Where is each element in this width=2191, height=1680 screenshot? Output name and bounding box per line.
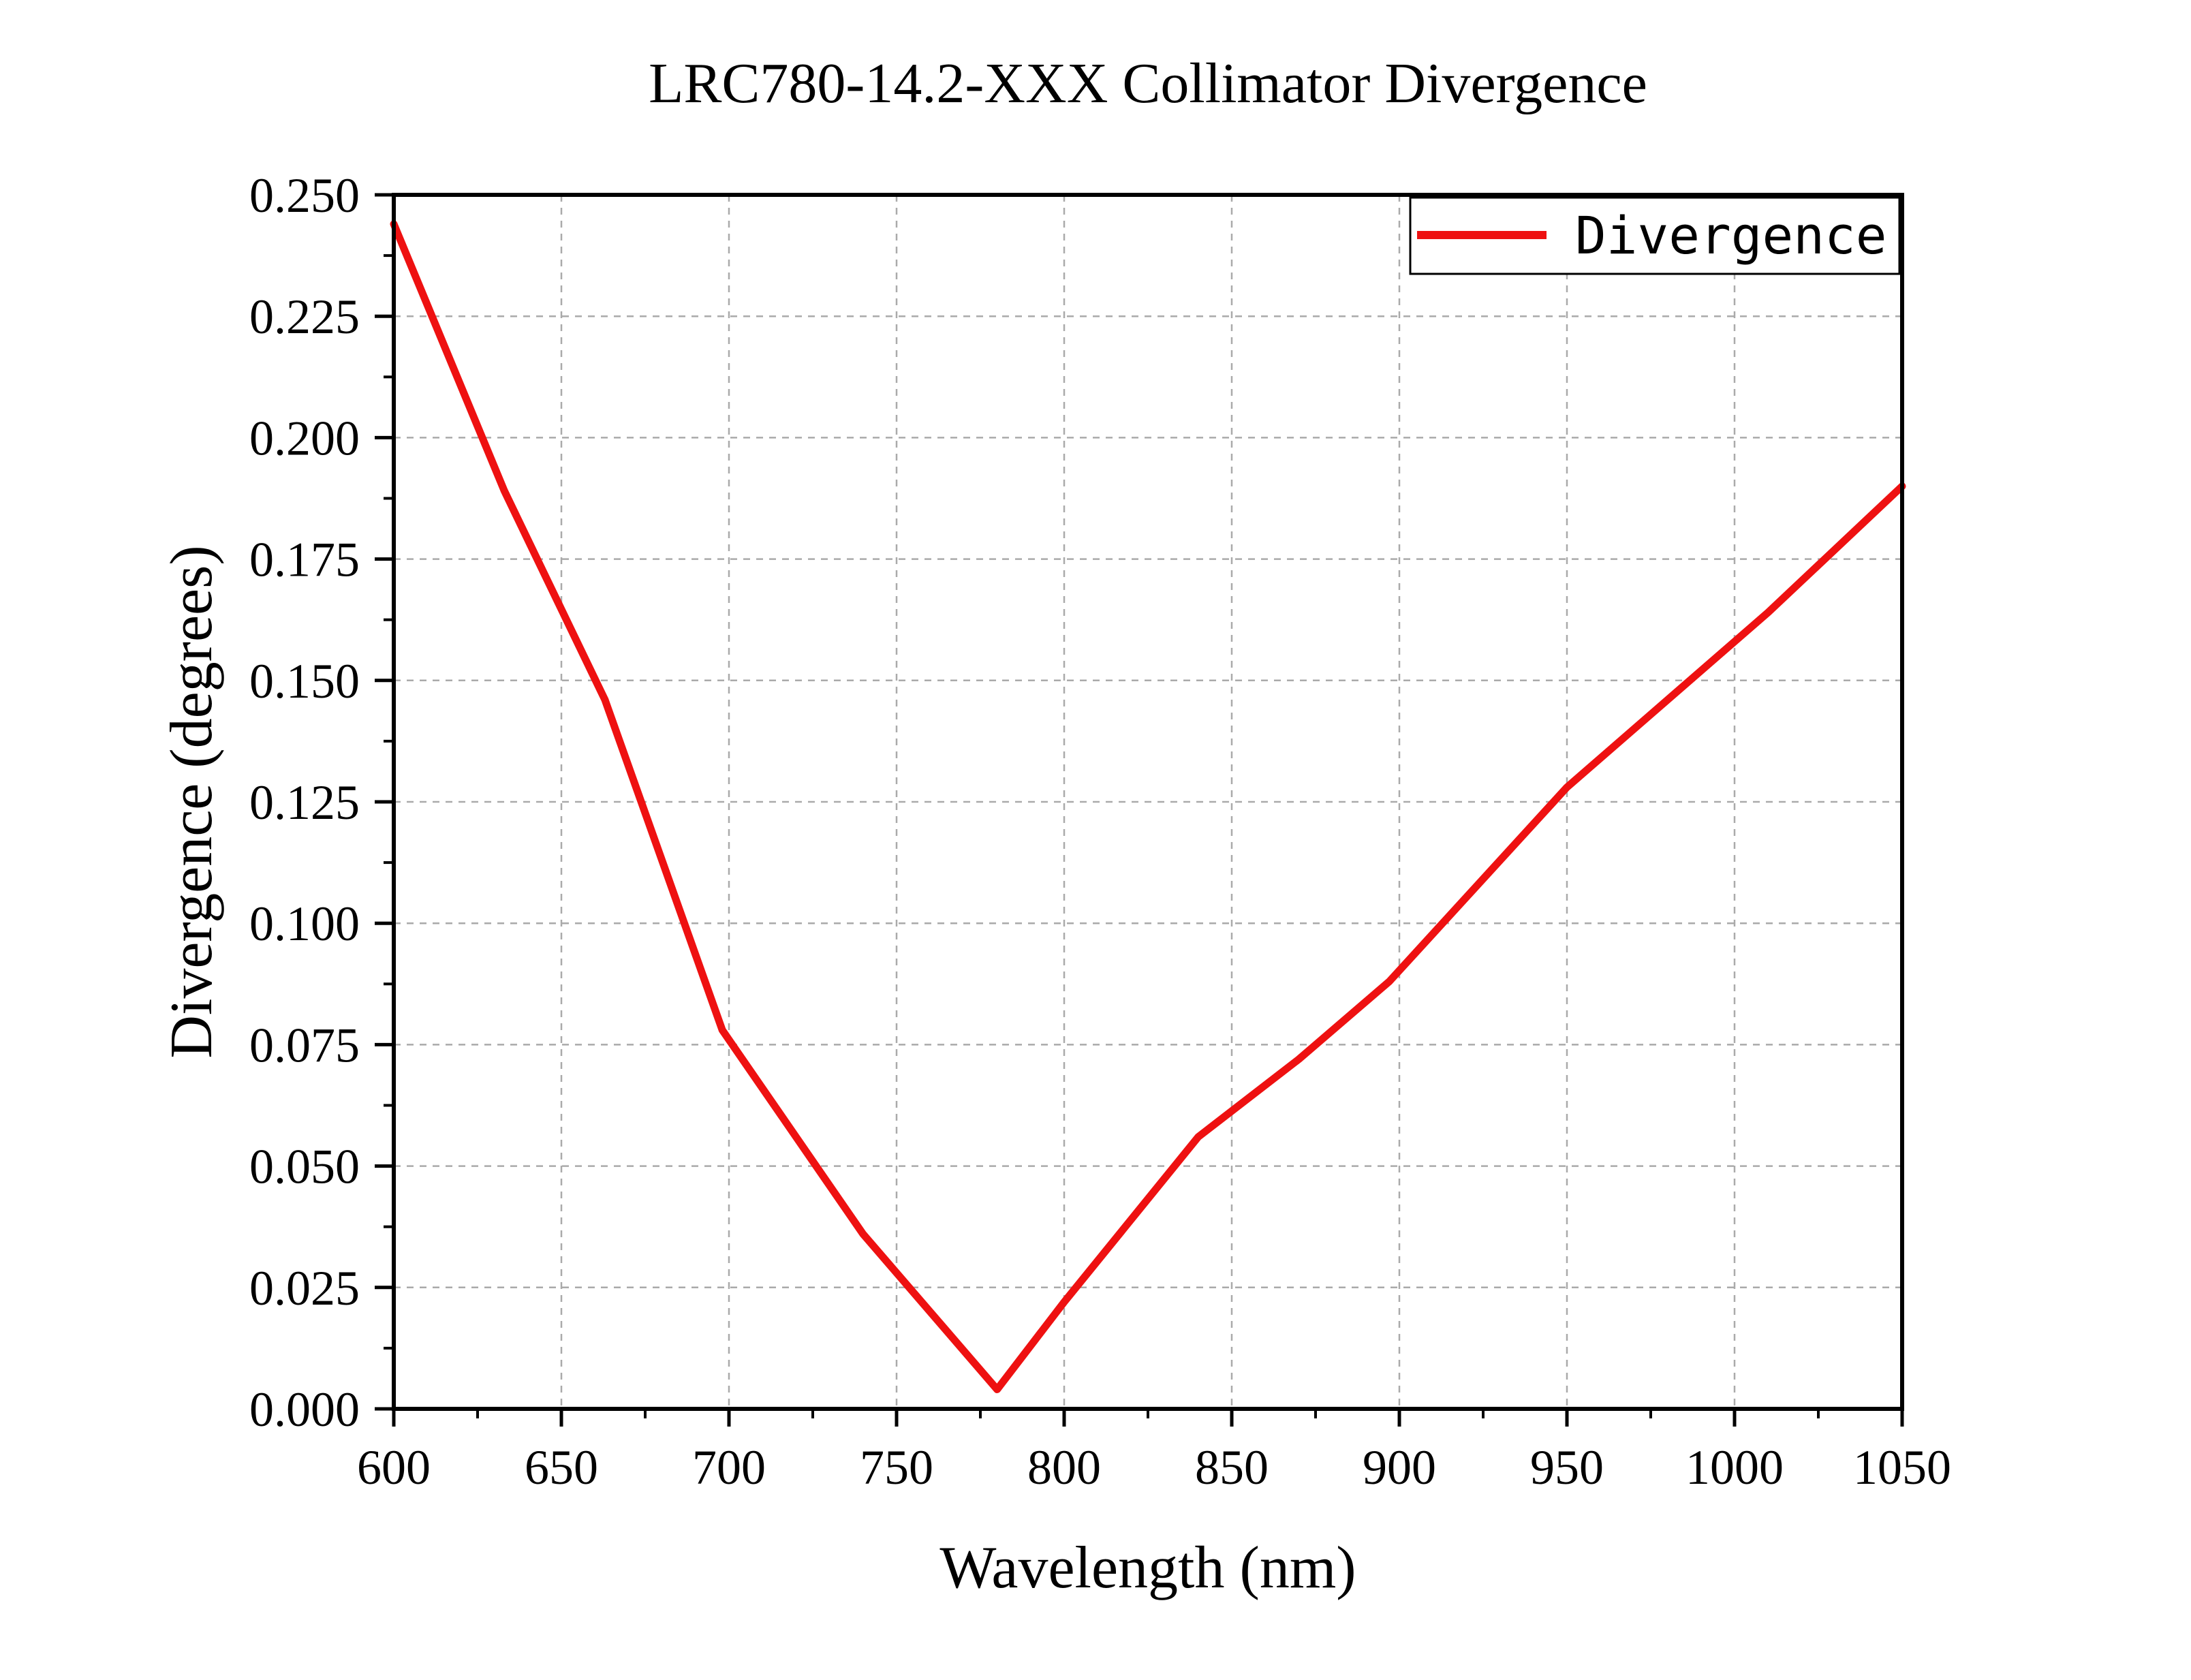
y-tick-label: 0.100	[249, 897, 360, 951]
y-tick-label: 0.125	[249, 775, 360, 830]
y-tick-label: 0.150	[249, 654, 360, 709]
x-tick-label: 1050	[1853, 1440, 1951, 1495]
y-tick-label: 0.200	[249, 411, 360, 465]
y-tick-label: 0.000	[249, 1382, 360, 1437]
series-line-divergence	[394, 224, 1902, 1390]
y-tick-label: 0.050	[249, 1140, 360, 1194]
chart-title: LRC780-14.2-XXX Collimator Divergence	[649, 52, 1647, 115]
x-tick-label: 600	[357, 1440, 431, 1495]
axis-ticks	[375, 195, 1902, 1427]
y-tick-label: 0.175	[249, 533, 360, 587]
legend-label: Divergence	[1575, 205, 1887, 266]
x-tick-label: 900	[1363, 1440, 1436, 1495]
legend: Divergence	[1410, 198, 1899, 274]
x-tick-label: 850	[1195, 1440, 1269, 1495]
y-tick-label: 0.025	[249, 1261, 360, 1316]
series-lines	[394, 224, 1902, 1390]
x-tick-label: 750	[860, 1440, 933, 1495]
x-tick-label: 800	[1027, 1440, 1101, 1495]
x-tick-label: 950	[1530, 1440, 1604, 1495]
y-axis-label: Divergence (degrees)	[159, 545, 225, 1058]
y-tick-label: 0.075	[249, 1018, 360, 1072]
grid-lines	[394, 195, 1902, 1409]
x-tick-label: 650	[525, 1440, 598, 1495]
x-tick-label: 700	[692, 1440, 766, 1495]
y-tick-label: 0.225	[249, 290, 360, 344]
x-axis-label: Wavelength (nm)	[939, 1535, 1356, 1601]
y-tick-label: 0.250	[249, 168, 360, 223]
y-tick-labels: 0.000 0.025 0.050 0.075 0.100 0.125 0.150 0.175…	[249, 168, 360, 1437]
x-tick-labels: 600 650 700 750 800 850 900 950 1000 1050	[357, 1440, 1951, 1495]
x-tick-label: 1000	[1685, 1440, 1784, 1495]
